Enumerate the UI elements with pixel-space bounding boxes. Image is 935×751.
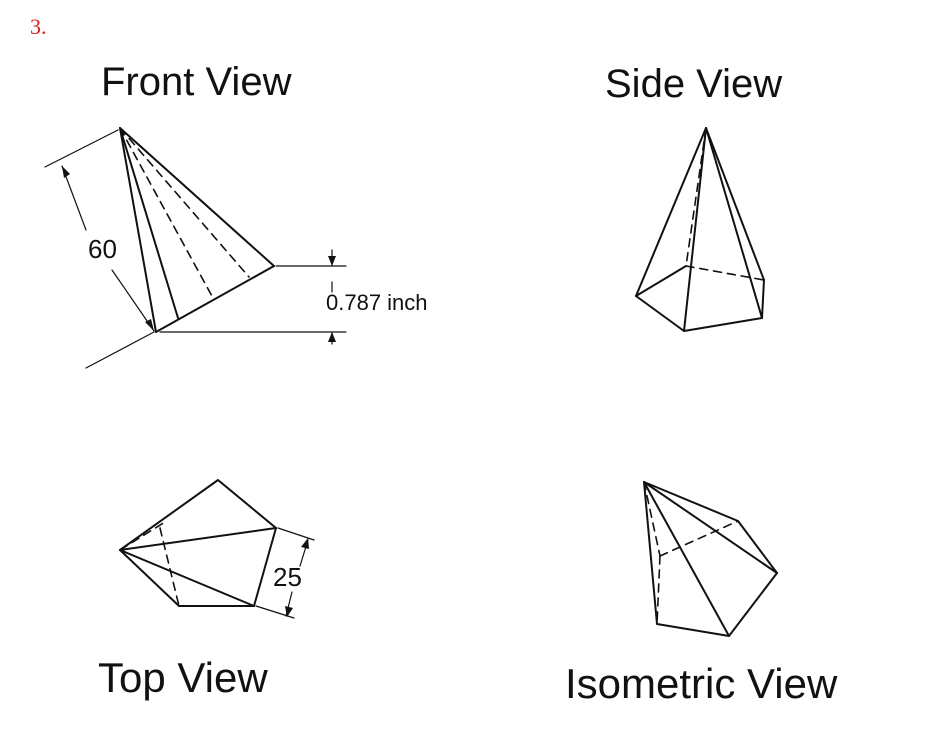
side-base-1 [635, 295, 685, 332]
front-view-pyramid [119, 127, 275, 333]
dimension-label-60: 60 [88, 234, 117, 264]
extension-line-upper [277, 527, 315, 541]
iso-base [643, 481, 778, 637]
side-edge-hidden [685, 127, 707, 267]
arrowhead-60-bottom [145, 319, 154, 331]
top-edge-apex-bottom [119, 549, 255, 607]
dimension-line-60-lower [111, 269, 155, 332]
front-view-title: Front View [101, 60, 292, 104]
side-base-hidden [685, 265, 765, 281]
side-view-pyramid [635, 127, 765, 332]
side-edge-2 [683, 127, 707, 332]
arrowhead-height-bottom [328, 332, 336, 342]
isometric-view-pyramid [643, 481, 778, 637]
arrowhead-25-bottom [285, 606, 293, 617]
iso-edge-apex-bottom [643, 481, 730, 637]
front-edge-outer-left [119, 127, 157, 333]
top-pentagon [119, 479, 277, 607]
dimension-line-60-upper [61, 165, 87, 231]
arrowhead-25-top [301, 538, 309, 549]
front-dimension-60 [44, 129, 155, 369]
isometric-view-title: Isometric View [565, 660, 838, 707]
side-edge-1 [635, 127, 707, 297]
front-edge-base [155, 265, 275, 333]
dimension-label-25: 25 [273, 562, 302, 592]
front-edge-hidden-b [119, 127, 250, 278]
front-edge-mid [119, 127, 179, 319]
extension-line-top [44, 129, 119, 168]
side-base-2 [683, 317, 763, 332]
question-number: 3. [30, 14, 47, 39]
side-edge-4 [705, 127, 765, 281]
side-base-4 [635, 265, 687, 297]
iso-edge-hidden-2 [659, 520, 739, 557]
iso-edge-hidden-3 [656, 555, 661, 625]
front-edge-hidden-a [119, 127, 214, 299]
front-dimension-height [159, 249, 347, 345]
iso-edge-apex-right [643, 481, 778, 574]
arrowhead-60-top [62, 166, 70, 178]
side-edge-3 [705, 127, 763, 319]
top-edge-hidden-up [119, 521, 166, 551]
front-edge-right [119, 127, 275, 267]
extension-line-bottom [85, 331, 155, 369]
top-view-pyramid [119, 479, 277, 607]
dimension-label-height: 0.787 inch [326, 290, 428, 315]
side-base-3 [761, 279, 765, 319]
top-view-title: Top View [98, 654, 268, 701]
top-edge-hidden-down [159, 527, 180, 607]
top-edge-apex-right [119, 527, 277, 551]
arrowhead-height-top [328, 256, 336, 266]
side-view-title: Side View [605, 62, 783, 106]
iso-edge-hidden-1 [643, 481, 661, 557]
